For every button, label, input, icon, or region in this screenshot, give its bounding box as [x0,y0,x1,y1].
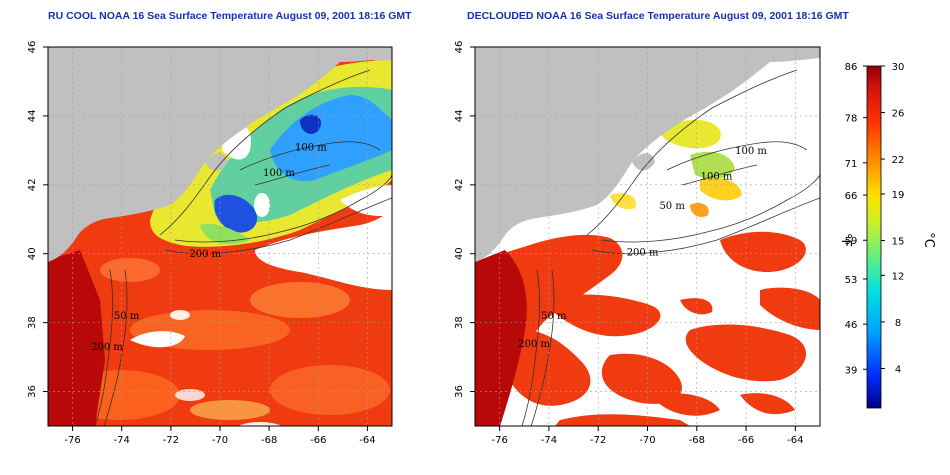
right-gulf-patches [610,119,742,217]
isobath-label: 100 m [263,168,295,179]
lat-tick-label: 36 [454,385,465,398]
lon-tick-label: -70 [212,435,228,446]
celsius-tick-label: 26 [892,109,905,120]
fahrenheit-tick-label: 59 [845,236,858,247]
lat-tick-label: 42 [27,178,38,191]
lat-tick-label: 46 [454,41,465,54]
lat-tick-label: 38 [27,316,38,329]
colorbar: 86 78 71 66 59 53 46 39 30 26 22 19 15 12 8 4 °F °C [838,62,936,409]
fahrenheit-tick-label: 86 [845,62,858,73]
left-cool-region [150,60,392,247]
fahrenheit-tick-label: 39 [845,365,858,376]
colorbar-ticks: 86 78 71 66 59 53 46 39 30 26 22 19 15 12 8 4 [845,62,905,376]
fahrenheit-tick-label: 71 [845,159,858,170]
celsius-tick-label: 19 [892,190,905,201]
left-hot-coastal [48,250,105,426]
right-hot-coastal [475,250,527,426]
lon-tick-label: -66 [738,435,754,446]
fahrenheit-tick-label: 53 [845,275,858,286]
fahrenheit-tick-label: 46 [845,320,858,331]
lat-tick-label: 42 [454,178,465,191]
lon-tick-label: -72 [163,435,179,446]
left-map: 100 m 100 m 200 m 50 m 200 m [48,47,392,426]
celsius-unit-label: °C [921,232,936,248]
isobath-label: 200 m [627,247,659,258]
isobath-label: 200 m [518,339,550,350]
colorbar-gradient [866,65,882,409]
lon-tick-label: -68 [689,435,705,446]
isobath-label: 100 m [295,142,327,153]
lon-tick-label: -70 [639,435,655,446]
right-map: 100 m 100 m 50 m 200 m 50 m 200 m [475,47,820,426]
lat-tick-label: 46 [27,41,38,54]
isobath-label: 100 m [735,146,767,157]
fahrenheit-unit-label: °F [838,233,853,247]
right-graticule [475,47,820,426]
left-panel-title: RU COOL NOAA 16 Sea Surface Temperature … [48,10,412,22]
isobath-label: 50 m [114,311,140,322]
right-land [475,47,820,262]
lon-tick-label: -64 [359,435,375,446]
fahrenheit-tick-label: 78 [845,114,858,125]
lat-tick-label: 44 [454,110,465,123]
isobath-label: 50 m [659,201,685,212]
lon-tick-label: -66 [310,435,326,446]
lon-tick-label: -68 [261,435,277,446]
lat-tick-label: 40 [454,247,465,260]
isobath-label: 100 m [701,172,733,183]
fahrenheit-tick-label: 66 [845,191,858,202]
celsius-tick-label: 30 [892,62,905,73]
lon-tick-label: -76 [491,435,507,446]
left-isobath-labels: 100 m 100 m 200 m 50 m 200 m [91,142,327,353]
celsius-tick-label: 4 [895,364,901,375]
left-clouds [130,185,392,348]
left-temperature-patches [60,258,390,426]
lon-tick-label: -74 [541,435,557,446]
isobath-label: 200 m [91,342,123,353]
right-panel-title: DECLOUDED NOAA 16 Sea Surface Temperatur… [467,10,849,22]
lon-tick-label: -64 [787,435,803,446]
celsius-tick-label: 15 [892,236,905,247]
left-graticule [48,47,392,426]
lat-tick-label: 38 [454,316,465,329]
lat-tick-label: 44 [27,110,38,123]
isobath-label: 50 m [541,311,567,322]
isobath-label: 200 m [189,249,221,260]
lon-tick-label: -74 [114,435,130,446]
lat-tick-label: 36 [27,385,38,398]
right-axes: -76 -74 -72 -70 -68 -66 -64 36 38 40 42 44 46 [454,41,804,446]
left-axes: -76 -74 -72 -70 -68 -66 -64 36 38 40 42 44 46 [27,41,376,446]
celsius-tick-label: 8 [895,318,901,329]
celsius-tick-label: 12 [892,271,905,282]
lat-tick-label: 40 [27,247,38,260]
right-isobath-labels: 100 m 100 m 50 m 200 m 50 m 200 m [518,146,767,350]
celsius-tick-label: 22 [892,155,905,166]
lon-tick-label: -72 [590,435,606,446]
left-land [48,47,392,262]
lon-tick-label: -76 [64,435,80,446]
